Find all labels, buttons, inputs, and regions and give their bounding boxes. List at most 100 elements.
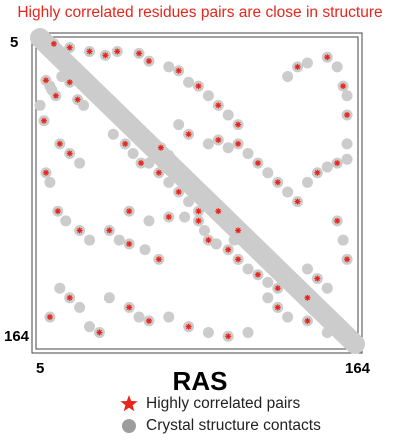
correlated-point <box>66 79 73 86</box>
contact-point <box>163 311 175 323</box>
legend-label-correlated: Highly correlated pairs <box>146 395 301 412</box>
contact-point <box>242 263 254 275</box>
contact-point <box>56 70 68 82</box>
contact-point <box>133 311 145 323</box>
contact-point <box>301 176 313 188</box>
correlated-point <box>195 83 202 90</box>
correlated-point <box>334 160 341 167</box>
correlated-point <box>294 198 301 205</box>
correlated-point <box>215 102 222 109</box>
correlated-point <box>42 169 49 176</box>
correlated-point <box>215 208 222 215</box>
contact-point <box>341 138 353 150</box>
contact-point <box>341 153 353 165</box>
contact-point <box>74 157 86 169</box>
correlated-point <box>225 333 232 340</box>
contact-point <box>103 292 115 304</box>
contact-point <box>321 326 333 338</box>
contact-point <box>337 234 349 246</box>
contact-point <box>143 215 155 227</box>
correlated-point <box>165 213 172 220</box>
correlated-point <box>274 304 281 311</box>
red-star-icon <box>118 394 140 414</box>
contact-point <box>282 186 294 198</box>
contact-point <box>139 244 151 256</box>
contact-point <box>198 224 210 236</box>
correlated-point <box>155 256 162 263</box>
contact-point <box>222 142 234 154</box>
correlated-point <box>185 323 192 330</box>
contact-point <box>242 326 254 338</box>
contact-point <box>143 157 155 169</box>
contact-point <box>173 119 185 131</box>
contact-point <box>321 282 333 294</box>
correlated-point <box>195 217 202 224</box>
correlated-point <box>54 208 61 215</box>
correlated-point <box>102 52 109 59</box>
correlated-point <box>96 329 103 336</box>
correlated-point <box>50 40 57 47</box>
correlated-point <box>76 227 83 234</box>
contact-point <box>282 311 294 323</box>
contact-point <box>74 301 86 313</box>
legend-item-contacts: Crystal structure contacts <box>118 417 321 435</box>
correlated-point <box>294 63 301 70</box>
contact-point <box>113 234 125 246</box>
correlated-point <box>274 179 281 186</box>
correlated-point <box>52 92 59 99</box>
contact-point <box>262 167 274 179</box>
contact-point <box>301 57 313 69</box>
contact-point <box>222 109 234 121</box>
contact-point <box>179 211 191 223</box>
x-axis-title: RAS <box>172 366 228 396</box>
y-tick-label-max: 164 <box>4 328 30 345</box>
correlated-point <box>106 227 113 234</box>
contact-point <box>127 147 139 159</box>
correlated-point <box>122 140 129 147</box>
contact-point <box>262 276 274 288</box>
correlated-point <box>138 160 145 167</box>
contact-point <box>242 147 254 159</box>
contact-point <box>301 263 313 275</box>
correlated-points-layer <box>40 40 351 340</box>
correlated-point <box>74 96 81 103</box>
correlated-point <box>314 169 321 176</box>
contact-point <box>262 292 274 304</box>
correlated-point <box>66 44 73 51</box>
contact-point <box>228 234 240 246</box>
correlated-point <box>145 58 152 65</box>
correlated-point <box>344 111 351 118</box>
contact-point <box>210 238 222 250</box>
contact-point <box>242 234 254 246</box>
contact-point <box>78 99 90 111</box>
correlated-point <box>114 48 121 55</box>
correlated-point <box>40 117 47 124</box>
correlated-point <box>304 294 311 301</box>
contact-point <box>202 138 214 150</box>
correlated-point <box>126 208 133 215</box>
correlated-point <box>235 227 242 234</box>
correlated-point <box>157 144 164 151</box>
contact-point <box>202 90 214 102</box>
legend-label-contacts: Crystal structure contacts <box>146 417 321 434</box>
correlated-point <box>324 54 331 61</box>
correlated-point <box>205 237 212 244</box>
correlated-point <box>175 67 182 74</box>
diagonal-contact-band <box>30 28 365 354</box>
contact-point <box>163 149 175 161</box>
contact-point <box>84 321 96 333</box>
correlated-point <box>235 256 242 263</box>
correlated-point <box>344 256 351 263</box>
contact-point <box>202 196 214 208</box>
correlated-point <box>254 160 261 167</box>
plot-frame-outer <box>31 32 363 354</box>
contact-point <box>44 176 56 188</box>
contact-point <box>183 196 195 208</box>
correlated-point <box>215 137 222 143</box>
chart-title: Highly correlated residues pairs are clo… <box>17 4 383 21</box>
correlated-point <box>334 217 341 224</box>
diagonal-band-layer <box>30 28 365 354</box>
correlated-point <box>126 304 133 311</box>
contact-point <box>341 90 353 102</box>
